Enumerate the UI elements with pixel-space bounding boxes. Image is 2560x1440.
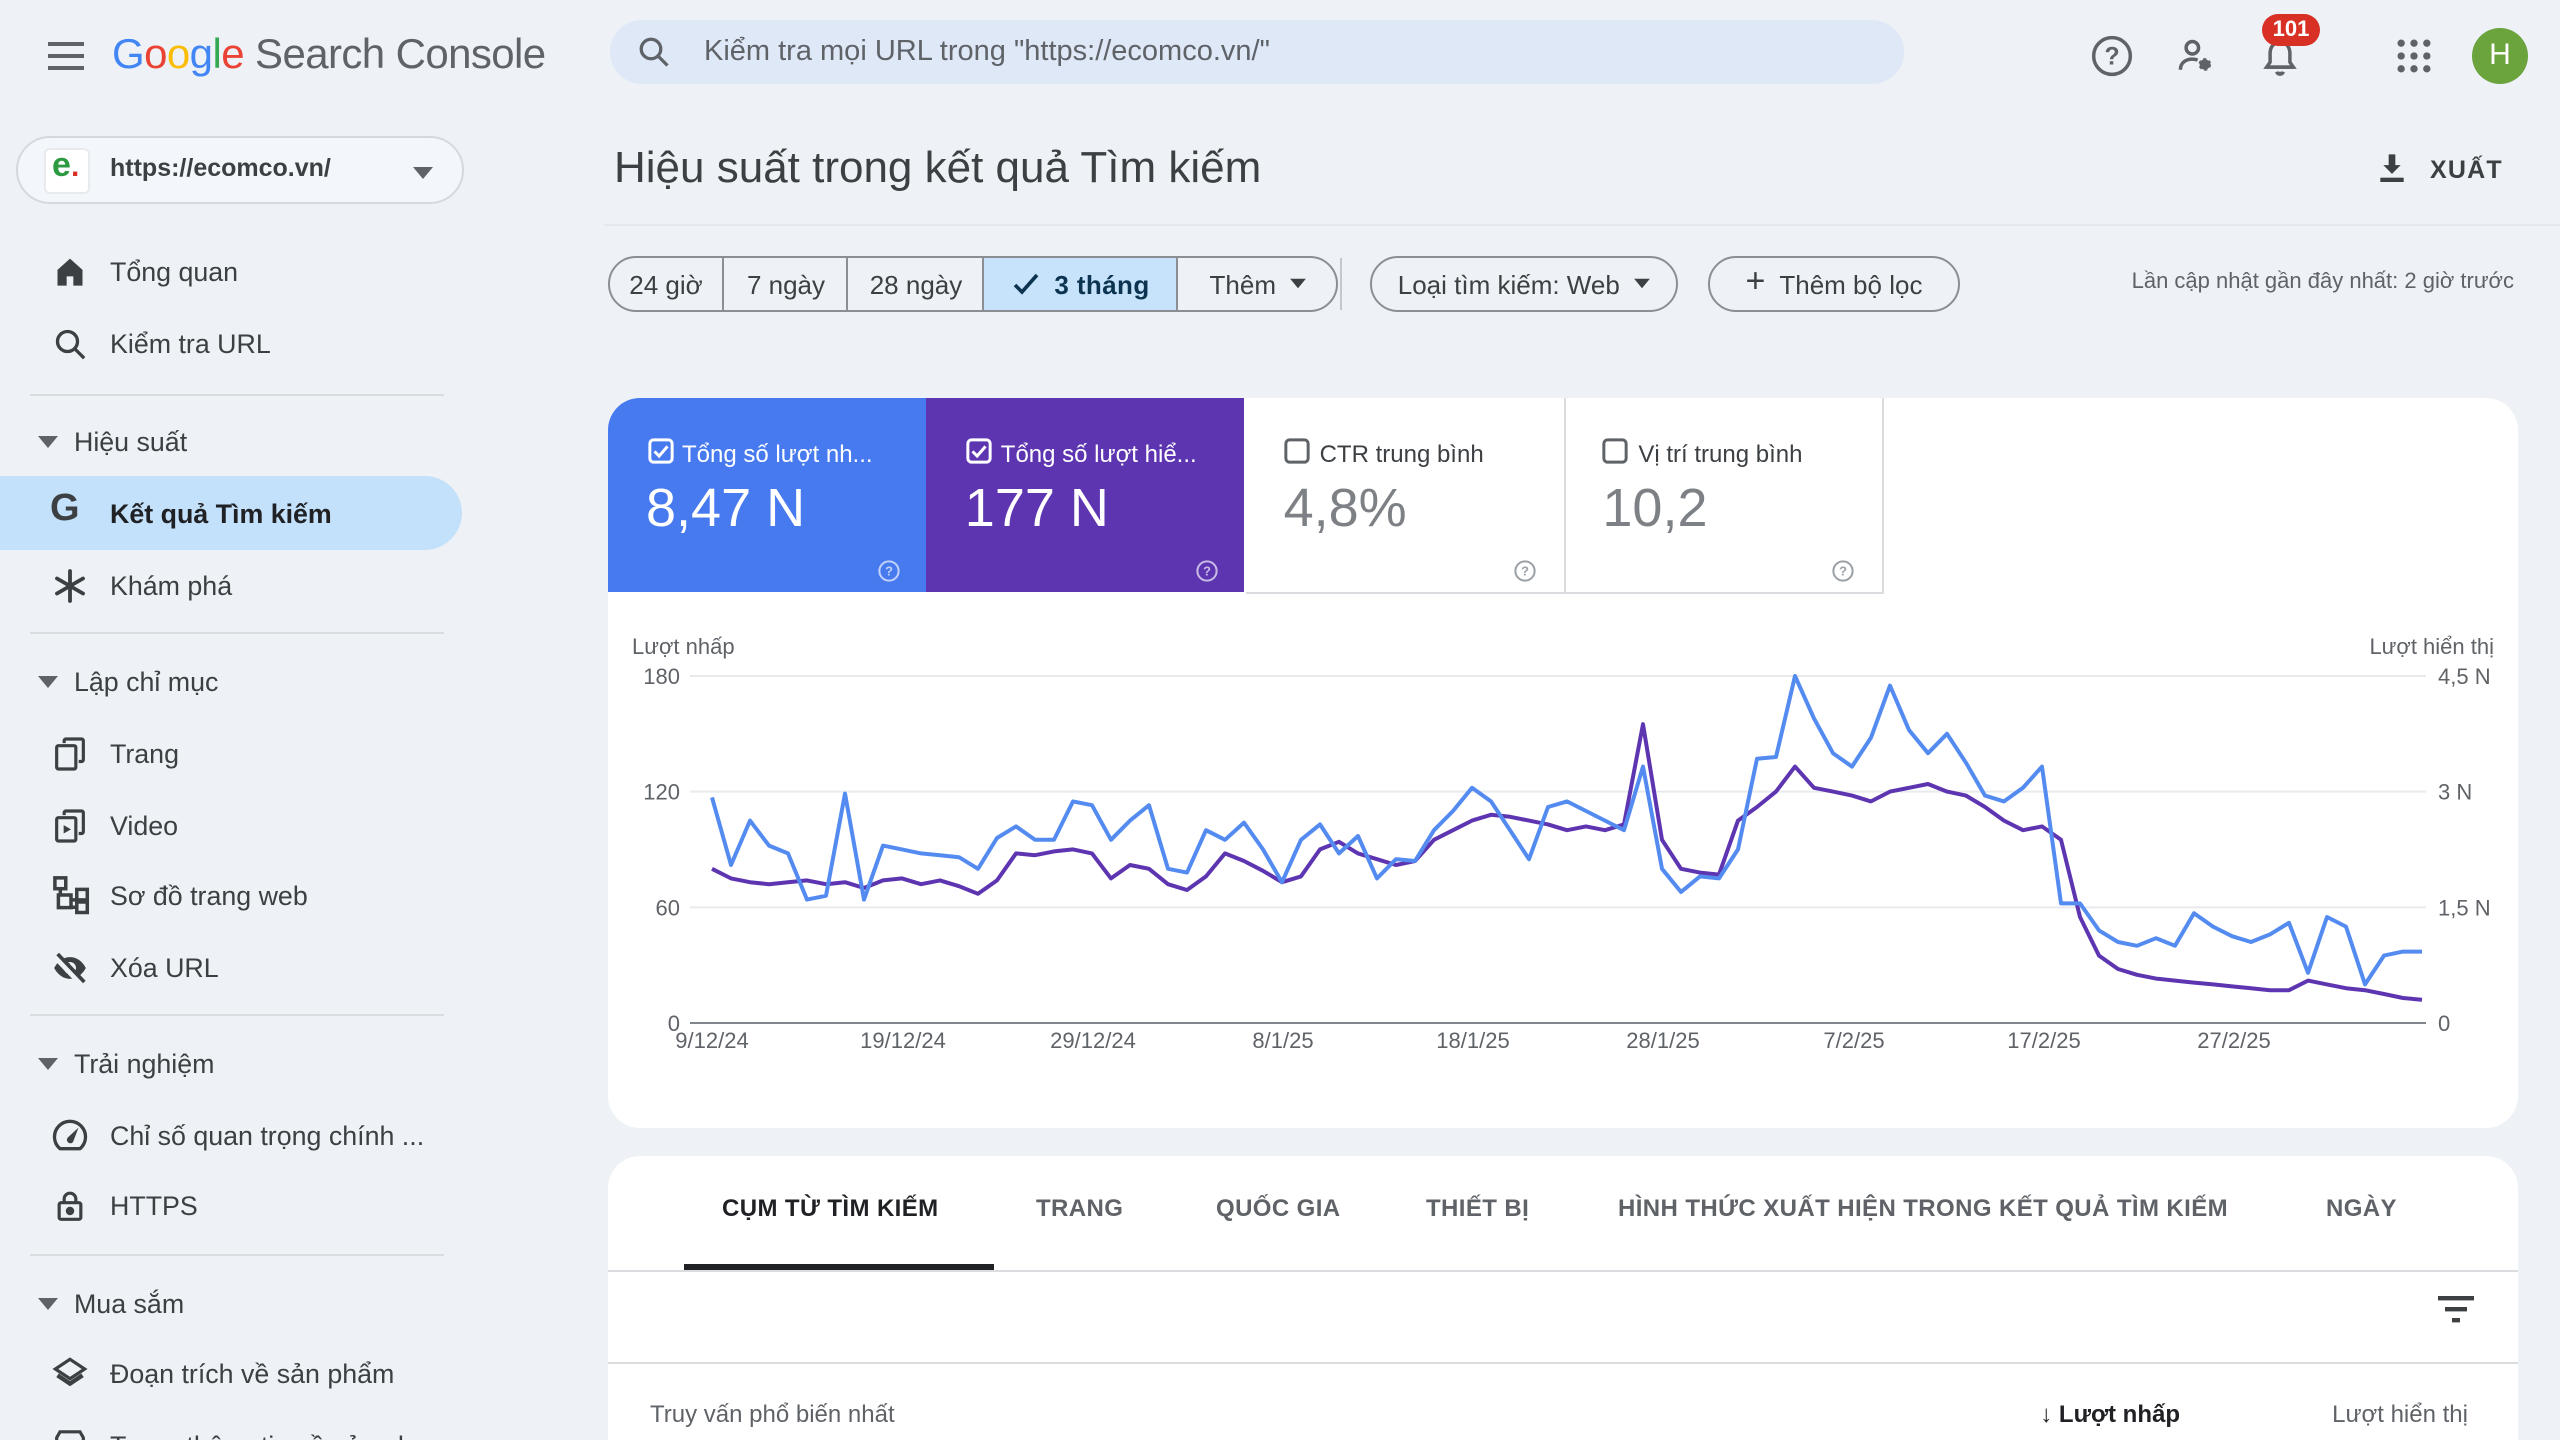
svg-text:27/2/25: 27/2/25 <box>2197 1028 2270 1053</box>
svg-text:?: ? <box>885 564 893 579</box>
svg-text:Lượt hiển thị: Lượt hiển thị <box>2369 634 2494 659</box>
svg-text:0: 0 <box>2438 1011 2450 1036</box>
svg-text:9/12/24: 9/12/24 <box>675 1028 748 1053</box>
svg-text:1,5 N: 1,5 N <box>2438 895 2491 920</box>
svg-text:29/12/24: 29/12/24 <box>1050 1028 1136 1053</box>
svg-text:?: ? <box>1521 564 1529 579</box>
svg-text:18/1/25: 18/1/25 <box>1436 1028 1509 1053</box>
svg-text:8/1/25: 8/1/25 <box>1252 1028 1313 1053</box>
svg-text:17/2/25: 17/2/25 <box>2007 1028 2080 1053</box>
svg-text:?: ? <box>1839 564 1847 579</box>
svg-text:60: 60 <box>656 895 680 920</box>
svg-text:0: 0 <box>668 1011 680 1036</box>
svg-text:180: 180 <box>643 664 680 689</box>
svg-text:120: 120 <box>643 780 680 805</box>
svg-text:7/2/25: 7/2/25 <box>1823 1028 1884 1053</box>
svg-text:3 N: 3 N <box>2438 780 2472 805</box>
svg-text:Lượt nhấp: Lượt nhấp <box>632 634 735 659</box>
svg-text:?: ? <box>2104 44 2119 71</box>
svg-text:28/1/25: 28/1/25 <box>1626 1028 1699 1053</box>
svg-text:4,5 N: 4,5 N <box>2438 664 2491 689</box>
svg-text:?: ? <box>1203 564 1211 579</box>
svg-text:19/12/24: 19/12/24 <box>860 1028 946 1053</box>
